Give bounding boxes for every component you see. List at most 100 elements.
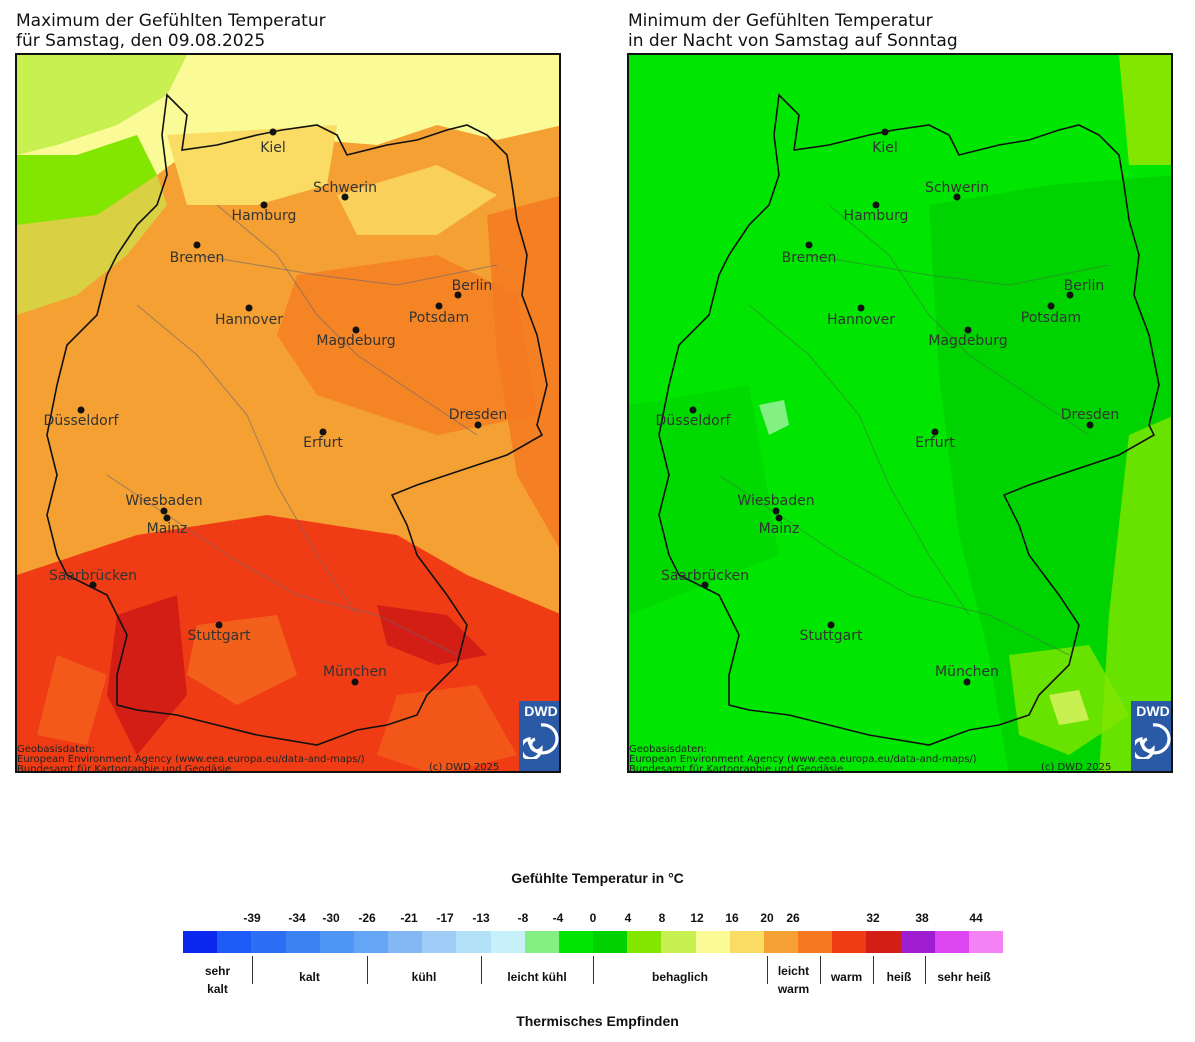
legend-tick-label: 4 — [624, 911, 632, 925]
legend-tick-label: -17 — [436, 911, 454, 925]
city-label: Magdeburg — [316, 333, 395, 349]
city-marker — [89, 581, 97, 589]
left-credit-line2: European Environment Agency (www.eea.eur… — [17, 754, 365, 765]
city-marker — [341, 193, 349, 201]
right-credit-line3: Bundesamt für Kartographie und Geodäsie — [629, 764, 844, 773]
dwd-logo-icon: DWD — [519, 701, 559, 771]
city-marker — [269, 128, 277, 136]
right-credit-line2: European Environment Agency (www.eea.eur… — [629, 754, 977, 765]
max-feels-like-map: Kiel Schwerin Hamburg Bremen Berlin Potsdam Ha… — [15, 53, 561, 773]
city-marker — [931, 428, 939, 436]
legend-tick-label: 44 — [969, 911, 983, 925]
city-label: Potsdam — [409, 310, 469, 326]
legend-category-label: warm — [830, 970, 863, 984]
city-marker — [351, 678, 359, 686]
city-label: Potsdam — [1021, 310, 1081, 326]
legend-swatch — [798, 931, 833, 953]
left-credit-block: Geobasisdaten: European Environment Agen… — [17, 745, 365, 773]
legend-swatch — [319, 931, 355, 953]
city-marker — [857, 304, 865, 312]
left-title-line1: Maximum der Gefühlten Temperatur — [16, 11, 326, 31]
city-marker — [827, 621, 835, 629]
city-marker — [953, 193, 961, 201]
min-map-canvas: Kiel Schwerin Hamburg Bremen Berlin Potsdam Ha… — [629, 55, 1171, 771]
city-label: Erfurt — [303, 435, 343, 451]
legend-swatch — [524, 931, 560, 953]
city-marker — [1066, 291, 1074, 299]
legend-swatch — [661, 931, 696, 953]
city-marker — [772, 507, 780, 515]
legend-category-separator — [820, 956, 821, 984]
left-copyright: (c) DWD 2025 — [429, 762, 500, 773]
city-label: Hamburg — [844, 208, 909, 224]
legend-category-label: kühl — [411, 970, 437, 984]
city-marker — [474, 421, 482, 429]
city-label: Berlin — [452, 278, 493, 294]
city-marker — [245, 304, 253, 312]
legend-tick-label: 0 — [589, 911, 597, 925]
legend-swatch — [695, 931, 731, 953]
city-marker — [352, 326, 360, 334]
legend-category-label: heiß — [886, 970, 912, 984]
city-label: Stuttgart — [800, 628, 863, 644]
legend-swatch — [285, 931, 321, 953]
legend-swatch — [490, 931, 526, 953]
city-label: Düsseldorf — [44, 413, 120, 429]
city-marker — [775, 514, 783, 522]
legend-tick-label: 26 — [786, 911, 800, 925]
city-label: München — [323, 664, 387, 680]
city-marker — [805, 241, 813, 249]
legend-tick-label: 20 — [760, 911, 774, 925]
city-label: Hannover — [827, 312, 895, 328]
city-label: Kiel — [260, 140, 286, 156]
legend-swatch — [593, 931, 628, 953]
legend-tick-label: -21 — [400, 911, 418, 925]
legend-swatch — [183, 931, 218, 953]
city-marker — [260, 201, 268, 209]
left-credit-line3: Bundesamt für Kartographie und Geodäsie — [17, 764, 232, 773]
city-marker — [701, 581, 709, 589]
city-marker — [77, 406, 85, 414]
dwd-swirl-icon — [519, 723, 559, 761]
legend-category-label: sehr heiß — [937, 970, 991, 984]
legend-tick-label: -39 — [243, 911, 261, 925]
legend-swatch — [627, 931, 662, 953]
legend-swatch — [832, 931, 867, 953]
legend-swatch — [422, 931, 457, 953]
left-map-title: Maximum der Gefühlten Temperatur für Sam… — [16, 11, 326, 51]
city-label: Düsseldorf — [656, 413, 732, 429]
legend-swatch — [763, 931, 799, 953]
legend-tick-label: -26 — [358, 911, 376, 925]
city-marker — [454, 291, 462, 299]
legend-category-separator — [481, 956, 482, 984]
city-label: Wiesbaden — [737, 493, 814, 509]
legend-category-separator — [925, 956, 926, 984]
legend-swatch — [353, 931, 389, 953]
city-label: München — [935, 664, 999, 680]
city-marker — [872, 201, 880, 209]
legend-category-separator — [767, 956, 768, 984]
right-title-line1: Minimum der Gefühlten Temperatur — [628, 11, 933, 31]
right-title-line2: in der Nacht von Samstag auf Sonntag — [628, 31, 958, 51]
city-marker — [215, 621, 223, 629]
legend-swatch — [456, 931, 491, 953]
max-map-canvas: Kiel Schwerin Hamburg Bremen Berlin Potsdam Ha… — [17, 55, 559, 771]
city-label: Dresden — [449, 407, 508, 423]
city-marker — [1047, 302, 1055, 310]
city-marker — [160, 507, 168, 515]
city-label: Stuttgart — [188, 628, 251, 644]
legend-tick-label: 12 — [690, 911, 704, 925]
legend-tick-label: -30 — [322, 911, 340, 925]
legend-category-label: leicht warm — [777, 964, 810, 996]
legend-category-label: sehr kalt — [204, 964, 231, 996]
city-label: Mainz — [147, 521, 188, 537]
city-label: Mainz — [759, 521, 800, 537]
right-copyright: (c) DWD 2025 — [1041, 762, 1112, 773]
legend-tick-label: -13 — [472, 911, 490, 925]
city-label: Hannover — [215, 312, 283, 328]
legend-category-separator — [873, 956, 874, 984]
city-label: Schwerin — [313, 180, 377, 196]
legend-footer: Thermisches Empfinden — [516, 1013, 679, 1029]
legend-tick-label: -8 — [517, 911, 529, 925]
legend-tick-label: 16 — [725, 911, 739, 925]
